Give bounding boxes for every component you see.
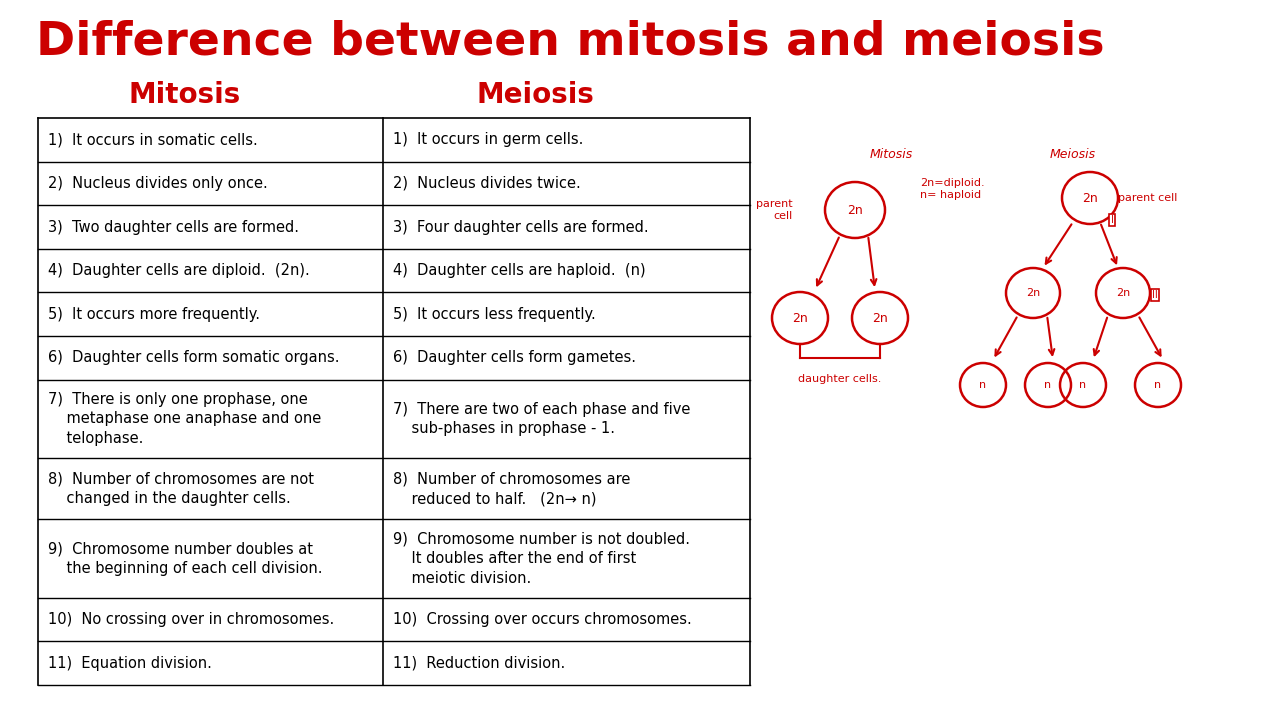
Text: n: n	[1044, 380, 1052, 390]
Text: I: I	[1111, 215, 1114, 225]
Text: 8)  Number of chromosomes are
    reduced to half.   (2n→ n): 8) Number of chromosomes are reduced to …	[393, 472, 630, 506]
Text: Meiosis: Meiosis	[1050, 148, 1096, 161]
Text: 2n: 2n	[847, 204, 863, 217]
Text: 6)  Daughter cells form somatic organs.: 6) Daughter cells form somatic organs.	[49, 351, 339, 365]
Text: 3)  Four daughter cells are formed.: 3) Four daughter cells are formed.	[393, 220, 649, 235]
Text: II: II	[1152, 290, 1158, 300]
Text: n: n	[1079, 380, 1087, 390]
Text: 10)  Crossing over occurs chromosomes.: 10) Crossing over occurs chromosomes.	[393, 612, 691, 627]
Text: 9)  Chromosome number doubles at
    the beginning of each cell division.: 9) Chromosome number doubles at the begi…	[49, 541, 323, 576]
Text: 1)  It occurs in germ cells.: 1) It occurs in germ cells.	[393, 132, 584, 148]
Text: 2n: 2n	[1025, 288, 1041, 298]
Text: 2n: 2n	[792, 312, 808, 325]
Text: 5)  It occurs more frequently.: 5) It occurs more frequently.	[49, 307, 260, 322]
Text: 4)  Daughter cells are haploid.  (n): 4) Daughter cells are haploid. (n)	[393, 263, 645, 278]
Text: 10)  No crossing over in chromosomes.: 10) No crossing over in chromosomes.	[49, 612, 334, 627]
Text: 9)  Chromosome number is not doubled.
    It doubles after the end of first
    : 9) Chromosome number is not doubled. It …	[393, 531, 690, 586]
Text: Mitosis: Mitosis	[129, 81, 241, 109]
Text: 2)  Nucleus divides twice.: 2) Nucleus divides twice.	[393, 176, 581, 191]
Text: 6)  Daughter cells form gametes.: 6) Daughter cells form gametes.	[393, 351, 636, 365]
Text: 2n: 2n	[1116, 288, 1130, 298]
Text: daughter cells.: daughter cells.	[799, 374, 882, 384]
Text: 4)  Daughter cells are diploid.  (2n).: 4) Daughter cells are diploid. (2n).	[49, 263, 310, 278]
Text: Meiosis: Meiosis	[476, 81, 594, 109]
Text: 11)  Equation division.: 11) Equation division.	[49, 656, 212, 671]
Text: 2n: 2n	[1082, 192, 1098, 204]
Text: 8)  Number of chromosomes are not
    changed in the daughter cells.: 8) Number of chromosomes are not changed…	[49, 472, 314, 506]
Text: Difference between mitosis and meiosis: Difference between mitosis and meiosis	[36, 19, 1105, 65]
Text: n: n	[979, 380, 987, 390]
Text: 5)  It occurs less frequently.: 5) It occurs less frequently.	[393, 307, 595, 322]
Text: 3)  Two daughter cells are formed.: 3) Two daughter cells are formed.	[49, 220, 300, 235]
Text: 2n: 2n	[872, 312, 888, 325]
Text: 11)  Reduction division.: 11) Reduction division.	[393, 656, 566, 671]
Text: 1)  It occurs in somatic cells.: 1) It occurs in somatic cells.	[49, 132, 257, 148]
Text: parent cell: parent cell	[1117, 193, 1178, 203]
Text: 2n=diploid.
n= haploid: 2n=diploid. n= haploid	[920, 178, 984, 199]
Text: Mitosis: Mitosis	[870, 148, 913, 161]
Text: 7)  There are two of each phase and five
    sub-phases in prophase - 1.: 7) There are two of each phase and five …	[393, 402, 690, 436]
Text: n: n	[1155, 380, 1161, 390]
Text: parent
cell: parent cell	[756, 199, 794, 221]
Text: 2)  Nucleus divides only once.: 2) Nucleus divides only once.	[49, 176, 268, 191]
Text: 7)  There is only one prophase, one
    metaphase one anaphase and one
    telop: 7) There is only one prophase, one metap…	[49, 392, 321, 446]
